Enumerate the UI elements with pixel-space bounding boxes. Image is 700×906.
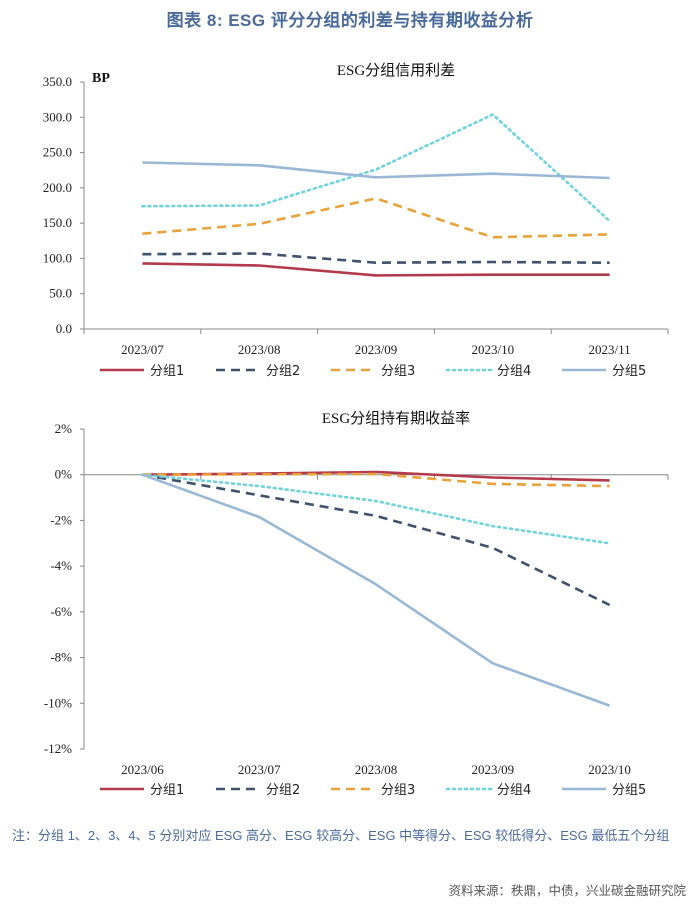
- series-line-4: [141, 473, 611, 545]
- y-tick-label: 100.0: [43, 250, 72, 265]
- legend-label: 分组2: [266, 783, 300, 798]
- y-tick-label: -4%: [50, 558, 72, 573]
- legend-label: 分组4: [497, 364, 531, 379]
- y-tick-label: -6%: [50, 604, 72, 619]
- series-line-1: [142, 262, 610, 277]
- x-tick-label: 2023/09: [471, 762, 514, 777]
- legend-label: 分组1: [150, 783, 184, 798]
- series-line-2: [142, 252, 610, 265]
- legend-label: 分组3: [381, 783, 415, 798]
- series-line-5: [142, 161, 610, 180]
- x-tick-label: 2023/07: [238, 762, 281, 777]
- legend-label: 分组5: [612, 364, 646, 379]
- x-tick-label: 2023/07: [121, 342, 164, 357]
- chart-title: ESG分组信用利差: [337, 62, 455, 79]
- x-tick-label: 2023/06: [121, 762, 164, 777]
- chart-2: ESG分组持有期收益率 -12% -10% -8% -6% -4% -2% 0% 2% 2023/…: [44, 410, 669, 798]
- x-tick-label: 2023/08: [355, 762, 398, 777]
- x-tick-label: 2023/10: [588, 762, 631, 777]
- x-tick-label: 2023/11: [589, 342, 631, 357]
- x-tick-label: 2023/09: [355, 342, 398, 357]
- y-tick-label: 50.0: [49, 286, 72, 301]
- series-line-3: [142, 197, 610, 239]
- legend-label: 分组1: [150, 364, 184, 379]
- y-tick-label: -2%: [50, 512, 72, 527]
- series-line-5: [141, 473, 611, 707]
- y-tick-label: 350.0: [43, 74, 72, 89]
- figure-title: 图表 8: ESG 评分分组的利差与持有期收益分析: [166, 11, 534, 30]
- y-tick-label: -10%: [44, 695, 72, 710]
- legend-label: 分组5: [612, 783, 646, 798]
- legend-label: 分组3: [381, 364, 415, 379]
- y-axis-unit: BP: [92, 71, 110, 86]
- series-line-4: [141, 113, 611, 223]
- x-tick-label: 2023/08: [238, 342, 281, 357]
- x-tick-label: 2023/10: [471, 342, 514, 357]
- y-tick-label: 0.0: [56, 321, 72, 336]
- y-tick-label: 150.0: [43, 215, 72, 230]
- y-tick-label: 300.0: [43, 109, 72, 124]
- source-text: 资料来源：秩鼎，中债，兴业碳金融研究院: [448, 884, 686, 898]
- figure-note: 注：分组 1、2、3、4、5 分别对应 ESG 高分、ESG 较高分、ESG 中…: [12, 828, 670, 843]
- y-tick-label: -12%: [44, 741, 72, 756]
- y-tick-label: 250.0: [43, 145, 72, 160]
- chart-title: ESG分组持有期收益率: [322, 410, 470, 427]
- legend-label: 分组2: [266, 364, 300, 379]
- chart-1: ESG分组信用利差 BP 0.0 50.0 100.0 150.0 200.0 250.0 30…: [43, 62, 669, 379]
- y-tick-label: 0%: [55, 467, 73, 482]
- y-tick-label: 2%: [55, 421, 73, 436]
- y-tick-label: -8%: [50, 650, 72, 665]
- legend-label: 分组4: [497, 783, 531, 798]
- series-line-2: [142, 473, 611, 607]
- y-tick-label: 200.0: [43, 180, 72, 195]
- series-line-3: [142, 472, 610, 488]
